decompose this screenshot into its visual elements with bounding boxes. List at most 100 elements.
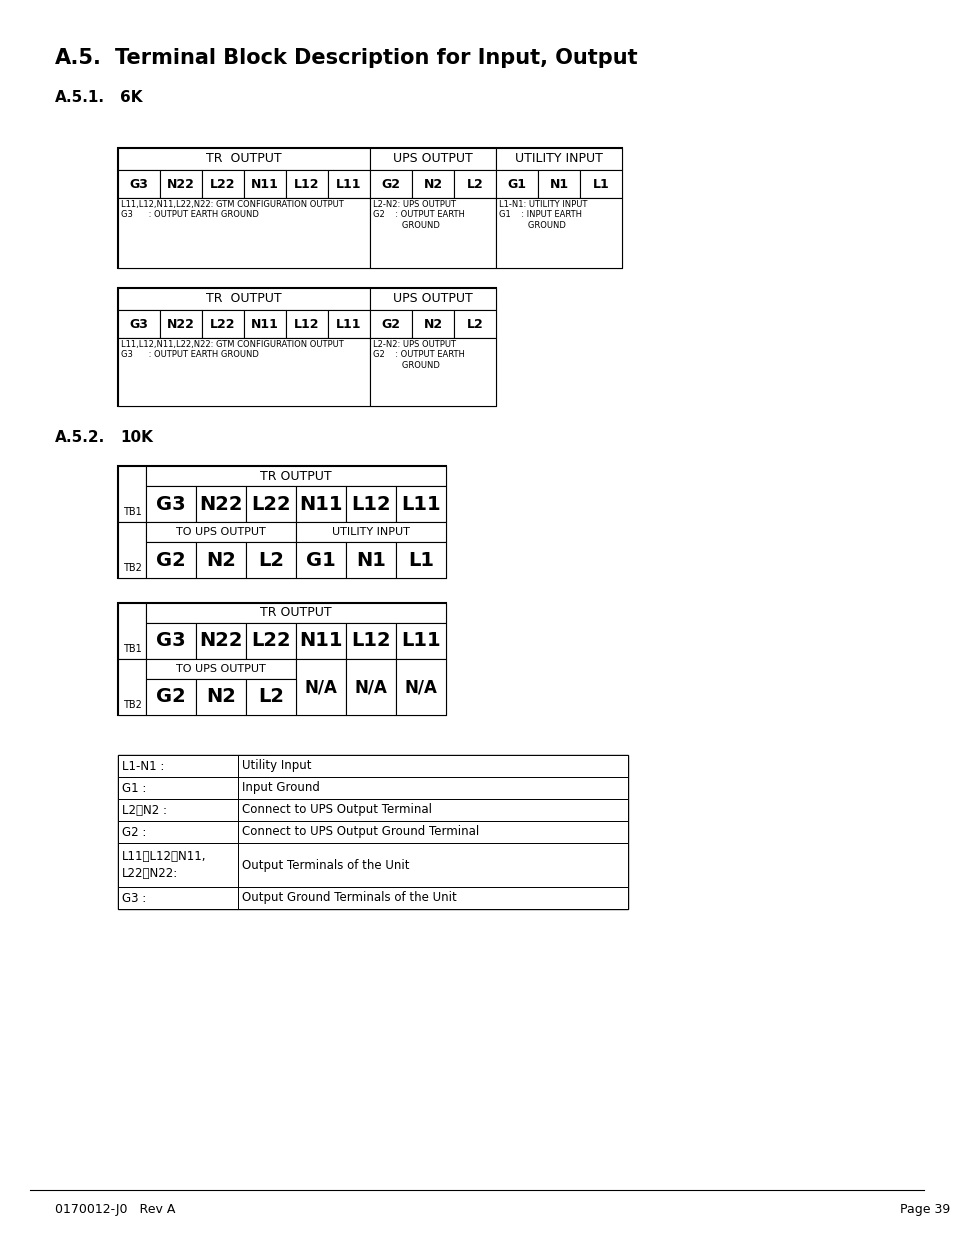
Bar <box>160 310 202 338</box>
Bar <box>370 310 412 338</box>
Bar <box>370 148 496 170</box>
Bar <box>295 522 446 542</box>
Bar <box>146 659 295 679</box>
Bar <box>295 542 346 578</box>
Text: Terminal Block Description for Input, Output: Terminal Block Description for Input, Ou… <box>115 48 637 68</box>
Text: L11,L12,N11,L22,N22: GTM CONFIGURATION OUTPUT
G3      : OUTPUT EARTH GROUND: L11,L12,N11,L22,N22: GTM CONFIGURATION O… <box>121 200 343 220</box>
Bar <box>496 170 537 198</box>
Text: UTILITY INPUT: UTILITY INPUT <box>515 152 602 165</box>
Bar <box>328 170 370 198</box>
Bar <box>146 466 446 487</box>
Text: Output Terminals of the Unit: Output Terminals of the Unit <box>242 858 409 872</box>
Bar <box>370 288 496 310</box>
Text: L11，L12，N11,: L11，L12，N11, <box>122 850 206 863</box>
Bar <box>346 659 395 715</box>
Bar <box>195 542 246 578</box>
Bar <box>195 622 246 659</box>
Text: L1: L1 <box>592 178 609 190</box>
Text: N/A: N/A <box>355 678 387 697</box>
Text: L11: L11 <box>401 631 440 651</box>
Text: L12: L12 <box>294 178 319 190</box>
Text: L1: L1 <box>408 551 434 569</box>
Bar <box>195 487 246 522</box>
Bar <box>146 603 446 622</box>
Text: A.5.: A.5. <box>55 48 102 68</box>
Text: 6K: 6K <box>120 89 142 105</box>
Bar <box>118 755 237 777</box>
Text: L1-N1 :: L1-N1 : <box>122 760 164 773</box>
Bar <box>118 338 370 406</box>
Text: Input Ground: Input Ground <box>242 782 319 794</box>
Bar <box>118 844 237 887</box>
Bar <box>454 310 496 338</box>
Text: N11: N11 <box>251 178 278 190</box>
Bar <box>395 542 446 578</box>
Bar <box>195 679 246 715</box>
Text: TB1: TB1 <box>123 643 141 653</box>
Bar <box>237 755 627 777</box>
Text: TR  OUTPUT: TR OUTPUT <box>206 152 281 165</box>
Bar <box>244 170 286 198</box>
Bar <box>118 148 621 268</box>
Text: TR  OUTPUT: TR OUTPUT <box>206 293 281 305</box>
Text: N/A: N/A <box>404 678 437 697</box>
Text: L22: L22 <box>210 178 235 190</box>
Text: L2-N2: UPS OUTPUT
G2    : OUTPUT EARTH
           GROUND: L2-N2: UPS OUTPUT G2 : OUTPUT EARTH GROU… <box>373 340 464 369</box>
Bar <box>346 487 395 522</box>
Text: G3: G3 <box>130 178 149 190</box>
Bar <box>146 487 195 522</box>
Bar <box>237 799 627 821</box>
Text: TO UPS OUTPUT: TO UPS OUTPUT <box>176 527 266 537</box>
Bar <box>579 170 621 198</box>
Bar <box>202 310 244 338</box>
Text: L11,L12,N11,L22,N22: GTM CONFIGURATION OUTPUT
G3      : OUTPUT EARTH GROUND: L11,L12,N11,L22,N22: GTM CONFIGURATION O… <box>121 340 343 359</box>
Text: L2: L2 <box>257 688 284 706</box>
Text: N22: N22 <box>167 178 194 190</box>
Text: L12: L12 <box>351 494 391 514</box>
Bar <box>146 522 295 542</box>
Bar <box>118 659 146 715</box>
Bar <box>160 170 202 198</box>
Text: L22: L22 <box>210 317 235 331</box>
Text: UTILITY INPUT: UTILITY INPUT <box>332 527 410 537</box>
Bar <box>237 777 627 799</box>
Bar <box>237 821 627 844</box>
Text: A.5.1.: A.5.1. <box>55 89 105 105</box>
Text: G3 :: G3 : <box>122 892 146 904</box>
Text: N2: N2 <box>423 317 442 331</box>
Text: L11: L11 <box>335 317 361 331</box>
Bar <box>370 170 412 198</box>
Text: N11: N11 <box>299 631 342 651</box>
Text: G2 :: G2 : <box>122 825 146 839</box>
Text: G1: G1 <box>507 178 526 190</box>
Bar <box>370 198 496 268</box>
Text: Output Ground Terminals of the Unit: Output Ground Terminals of the Unit <box>242 892 456 904</box>
Text: 0170012-J0   Rev A: 0170012-J0 Rev A <box>55 1203 175 1216</box>
Text: N11: N11 <box>299 494 342 514</box>
Text: G3: G3 <box>130 317 149 331</box>
Text: G2: G2 <box>381 317 400 331</box>
Bar <box>496 148 621 170</box>
Text: G1 :: G1 : <box>122 782 146 794</box>
Bar <box>286 170 328 198</box>
Text: G2: G2 <box>156 551 186 569</box>
Bar <box>146 542 195 578</box>
Bar <box>537 170 579 198</box>
Bar <box>346 542 395 578</box>
Text: L2: L2 <box>466 317 483 331</box>
Bar <box>118 887 237 909</box>
Bar <box>246 542 295 578</box>
Bar <box>286 310 328 338</box>
Text: TB2: TB2 <box>122 700 141 710</box>
Bar <box>118 799 237 821</box>
Text: L11: L11 <box>335 178 361 190</box>
Bar <box>118 170 160 198</box>
Text: L22: L22 <box>251 494 291 514</box>
Text: N1: N1 <box>549 178 568 190</box>
Text: TR OUTPUT: TR OUTPUT <box>260 606 332 620</box>
Bar <box>295 487 346 522</box>
Bar <box>118 603 146 659</box>
Text: L22: L22 <box>251 631 291 651</box>
Text: L11: L11 <box>401 494 440 514</box>
Bar <box>118 603 446 715</box>
